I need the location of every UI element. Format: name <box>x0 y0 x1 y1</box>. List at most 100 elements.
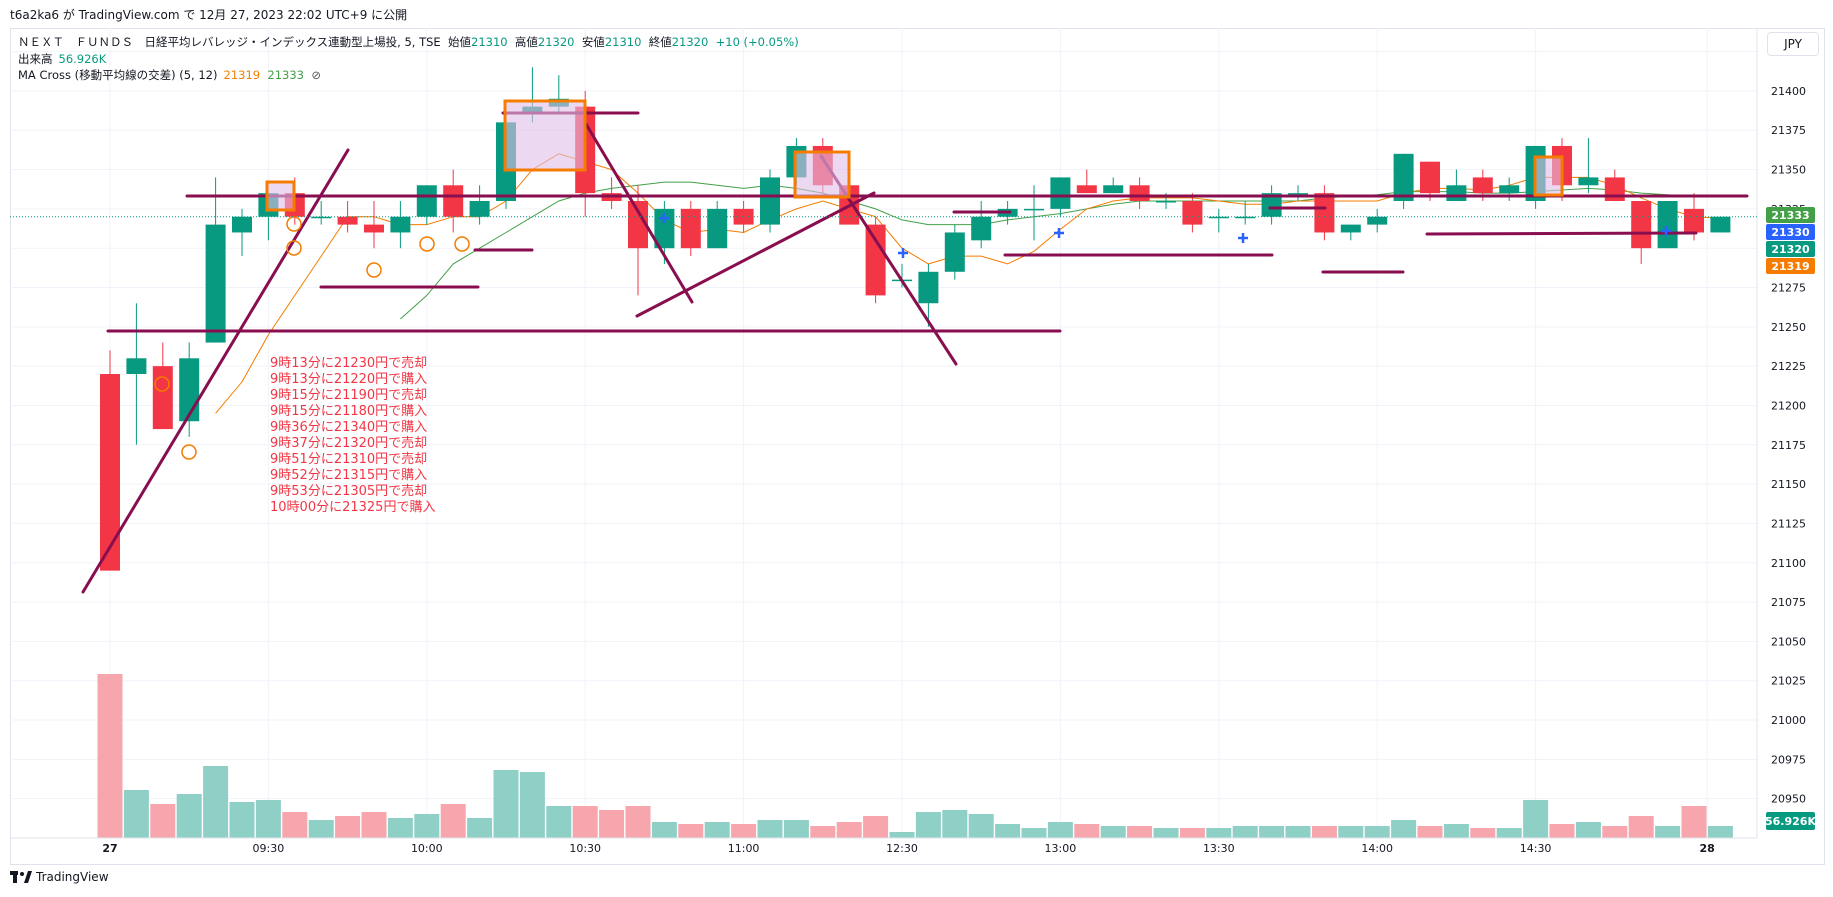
volume-bar <box>731 824 757 838</box>
price-axis-label: 21125 <box>1771 517 1806 530</box>
price-axis-label: 21250 <box>1771 321 1806 334</box>
cross-circle-marker <box>286 240 302 256</box>
volume-bar <box>1311 826 1337 838</box>
volume-bar <box>863 816 889 838</box>
volume-bar <box>255 800 281 838</box>
ma-cross-plus-marker <box>898 248 908 258</box>
volume-bar <box>625 806 651 838</box>
candle-body <box>100 374 120 571</box>
price-label-badge <box>1766 258 1815 274</box>
volume-bar <box>1021 828 1047 838</box>
ma-cross-plus-marker <box>1238 233 1248 243</box>
volume-bar <box>1470 828 1496 838</box>
candle-body <box>918 271 939 304</box>
trade-note-line: 9時36分に21340円で購入 <box>270 420 427 435</box>
ma-label[interactable]: MA Cross (移動平均線の交差) (5, 12) <box>18 68 218 82</box>
symbol-row: ＮＥＸＴ ＦＵＮＤＳ 日経平均レバレッジ・インデックス連動型上場投, 5, TS… <box>18 34 799 51</box>
price-axis-label: 21375 <box>1771 124 1806 137</box>
trade-note-line: 9時15分に21190円で売却 <box>270 387 427 403</box>
candle-body <box>1710 216 1731 233</box>
trade-note-line: 9時13分に21220円で購入 <box>270 372 427 387</box>
ma-fast-value: 21319 <box>223 68 261 82</box>
volume-row: 出来高 56.926K <box>18 51 799 68</box>
trade-note-line: 10時00分に21325円で購入 <box>270 500 435 515</box>
price-axis-label: 20975 <box>1771 753 1806 766</box>
volume-bar <box>572 806 598 838</box>
candle-body <box>205 224 226 343</box>
drawings <box>81 111 1749 594</box>
candle-body <box>1314 193 1335 233</box>
volume-bar <box>1179 828 1205 838</box>
volume-label[interactable]: 出来高 <box>18 51 53 66</box>
candle-body <box>232 216 252 233</box>
cross-circle-marker <box>286 216 302 232</box>
volume-bar <box>123 790 149 838</box>
close-label: 終値 <box>648 35 672 49</box>
candle-body <box>469 201 490 217</box>
chart-legend: ＮＥＸＴ ＦＵＮＤＳ 日経平均レバレッジ・インデックス連動型上場投, 5, TS… <box>18 34 799 84</box>
currency-button[interactable]: JPY <box>1767 32 1819 56</box>
publish-info: t6a2ka6 が TradingView.com で 12月 27, 2023… <box>10 8 408 22</box>
volume-bar <box>203 766 229 838</box>
candle-body <box>1076 185 1097 194</box>
trend-line <box>584 122 694 304</box>
cross-circle-marker <box>419 236 435 252</box>
volume-bar <box>1100 826 1126 838</box>
candle-body <box>364 224 384 233</box>
volume-bar <box>176 794 202 838</box>
candle-body <box>1420 161 1440 194</box>
eye-off-icon[interactable]: ⊘ <box>311 68 321 82</box>
highlight-box <box>503 99 587 172</box>
candle-body <box>179 358 200 422</box>
trend-line <box>1425 231 1698 236</box>
candle-body <box>152 366 173 430</box>
high-value: 21320 <box>537 35 575 49</box>
volume-bar <box>282 812 308 838</box>
brand-name[interactable]: TradingView <box>36 870 109 884</box>
candle-body <box>126 358 147 375</box>
volume-bar <box>1153 828 1179 838</box>
volume-label-value: 56.926K <box>1765 815 1816 828</box>
volume-bar <box>308 820 334 838</box>
price-axis-label: 21050 <box>1771 635 1806 648</box>
price-axis-label: 21400 <box>1771 85 1806 98</box>
volume-bar <box>150 804 176 838</box>
time-axis-label: 12:30 <box>886 842 918 855</box>
candle-body <box>1578 177 1599 186</box>
price-label-value: 21333 <box>1771 209 1809 222</box>
price-axis-label: 21275 <box>1771 282 1806 295</box>
low-label: 安値 <box>581 35 605 49</box>
candle-body <box>971 216 992 241</box>
candle-body <box>733 208 754 225</box>
volume-bar <box>783 820 809 838</box>
time-axis-label: 11:00 <box>728 842 760 855</box>
low-value: 21310 <box>604 35 642 49</box>
volume-bar <box>493 770 519 838</box>
trade-note-line: 9時51分に21310円で売却 <box>270 451 427 467</box>
price-axis-label: 21025 <box>1771 675 1806 688</box>
change-value: +10 (+0.05%) <box>715 35 799 49</box>
candle-body <box>416 185 437 217</box>
volume-bar <box>1338 826 1364 838</box>
ma-cross-plus-marker <box>659 213 669 223</box>
open-label: 始値 <box>448 35 471 49</box>
volume-bar <box>995 824 1021 838</box>
volume-bar <box>836 822 862 838</box>
volume-bar <box>1707 826 1733 838</box>
volume-bar <box>1655 826 1681 838</box>
ma-row: MA Cross (移動平均線の交差) (5, 12) 21319 21333 ⊘ <box>18 67 799 84</box>
volume-bar <box>810 826 836 838</box>
time-axis-label: 14:30 <box>1520 842 1552 855</box>
volume-bar <box>1074 824 1100 838</box>
candle-body <box>1156 201 1176 203</box>
volume-bar <box>599 810 625 838</box>
volume-bar <box>387 818 413 838</box>
price-label-value: 21319 <box>1771 260 1809 273</box>
time-axis-label: 13:00 <box>1045 842 1077 855</box>
candle-body <box>1050 177 1071 209</box>
price-axis-label: 21350 <box>1771 164 1806 177</box>
symbol-name[interactable]: ＮＥＸＴ ＦＵＮＤＳ 日経平均レバレッジ・インデックス連動型上場投, 5, TS… <box>18 35 441 49</box>
trade-note-line: 9時15分に21180円で購入 <box>270 404 427 419</box>
volume-bar <box>1523 800 1549 838</box>
